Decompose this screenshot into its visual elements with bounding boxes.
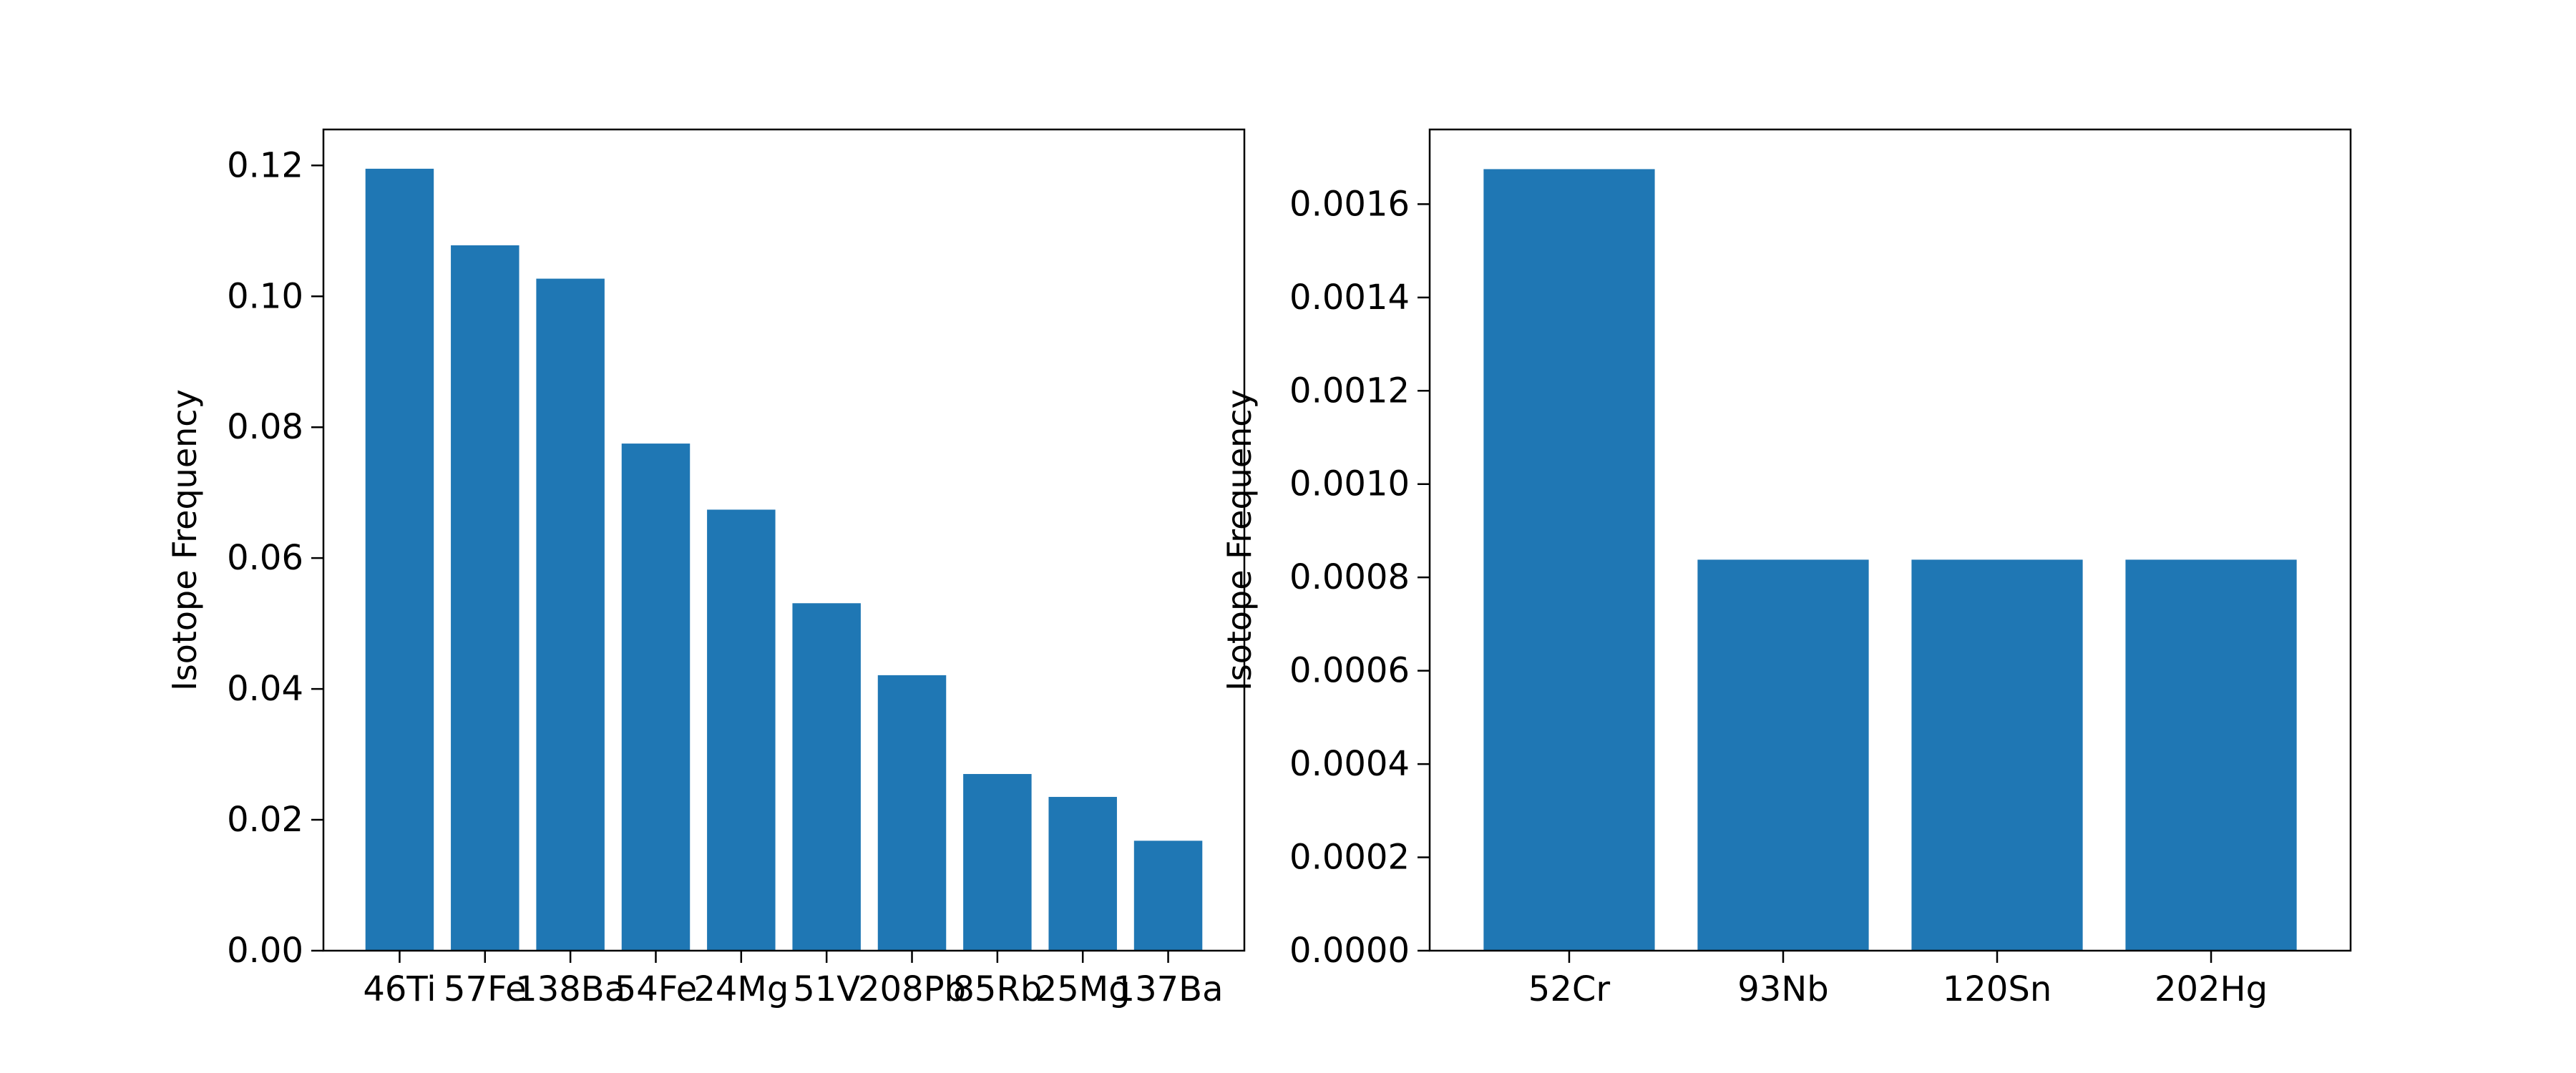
left-bar-chart: 0.00 0.02 0.04 0.06 0.08 0.10 0.12 46Ti 57Fe138B… — [165, 128, 1246, 1009]
y-tick-label: 0.04 — [227, 669, 303, 709]
x-tick-label: 51V — [793, 969, 860, 1009]
y-tick-label: 0.0014 — [1289, 278, 1410, 318]
bar-93Nb — [1697, 559, 1869, 951]
y-tick-label: 0.0002 — [1289, 838, 1410, 878]
x-tick-label: 138Ba — [515, 969, 625, 1009]
y-axis-label: Isotope Frequency — [165, 389, 204, 691]
x-tick-label: 93Nb — [1737, 969, 1828, 1009]
y-tick-label: 0.12 — [227, 145, 303, 185]
bar-24Mg — [707, 509, 776, 951]
x-tick-label: 54Fe — [615, 969, 698, 1009]
bar-54Fe — [621, 444, 691, 951]
axes-frame — [322, 128, 1246, 952]
bar-25Mg — [1048, 797, 1117, 951]
x-tick-label: 24Mg — [693, 969, 789, 1009]
x-tick-label: 57Fe — [444, 969, 527, 1009]
y-tick-label: 0.0006 — [1289, 651, 1410, 691]
y-tick-label: 0.10 — [227, 276, 303, 316]
x-tick-label: 208Pb — [858, 969, 966, 1009]
bar-46Ti — [365, 168, 434, 951]
x-tick-label: 85Rb — [952, 969, 1042, 1009]
bar-57Fe — [451, 245, 519, 951]
y-tick-label: 0.00 — [227, 931, 303, 971]
y-tick-label: 0.0008 — [1289, 557, 1410, 597]
bar-202Hg — [2125, 559, 2297, 951]
x-tick-label: 52Cr — [1528, 969, 1611, 1009]
y-tick-label: 0.06 — [227, 538, 303, 578]
right-bar-chart: 0.0000 0.0002 0.0004 0.0006 0.0008 0.0010 0.00… — [1220, 128, 2352, 1009]
bar-52Cr — [1483, 169, 1655, 951]
x-tick-label: 202Hg — [2155, 969, 2268, 1009]
x-tick-label: 25Mg — [1035, 969, 1131, 1009]
y-tick-label: 0.02 — [227, 800, 303, 840]
y-tick-label: 0.0004 — [1289, 744, 1410, 784]
y-tick-label: 0.0010 — [1289, 464, 1410, 504]
bar-137Ba — [1133, 841, 1203, 951]
bar-120Sn — [1911, 559, 2083, 951]
bar-208Pb — [877, 675, 947, 951]
x-tick-label: 120Sn — [1943, 969, 2052, 1009]
axes-frame — [1428, 128, 2352, 952]
bar-51V — [792, 603, 861, 951]
y-tick-label: 0.0012 — [1289, 371, 1410, 411]
x-tick-label: 137Ba — [1113, 969, 1224, 1009]
y-tick-label: 0.0000 — [1289, 931, 1410, 971]
bar-85Rb — [963, 774, 1032, 951]
bar-138Ba — [536, 278, 605, 951]
y-axis-label: Isotope Frequency — [1220, 389, 1259, 691]
y-tick-label: 0.08 — [227, 407, 303, 447]
y-tick-label: 0.0016 — [1289, 184, 1410, 224]
x-tick-label: 46Ti — [363, 969, 436, 1009]
